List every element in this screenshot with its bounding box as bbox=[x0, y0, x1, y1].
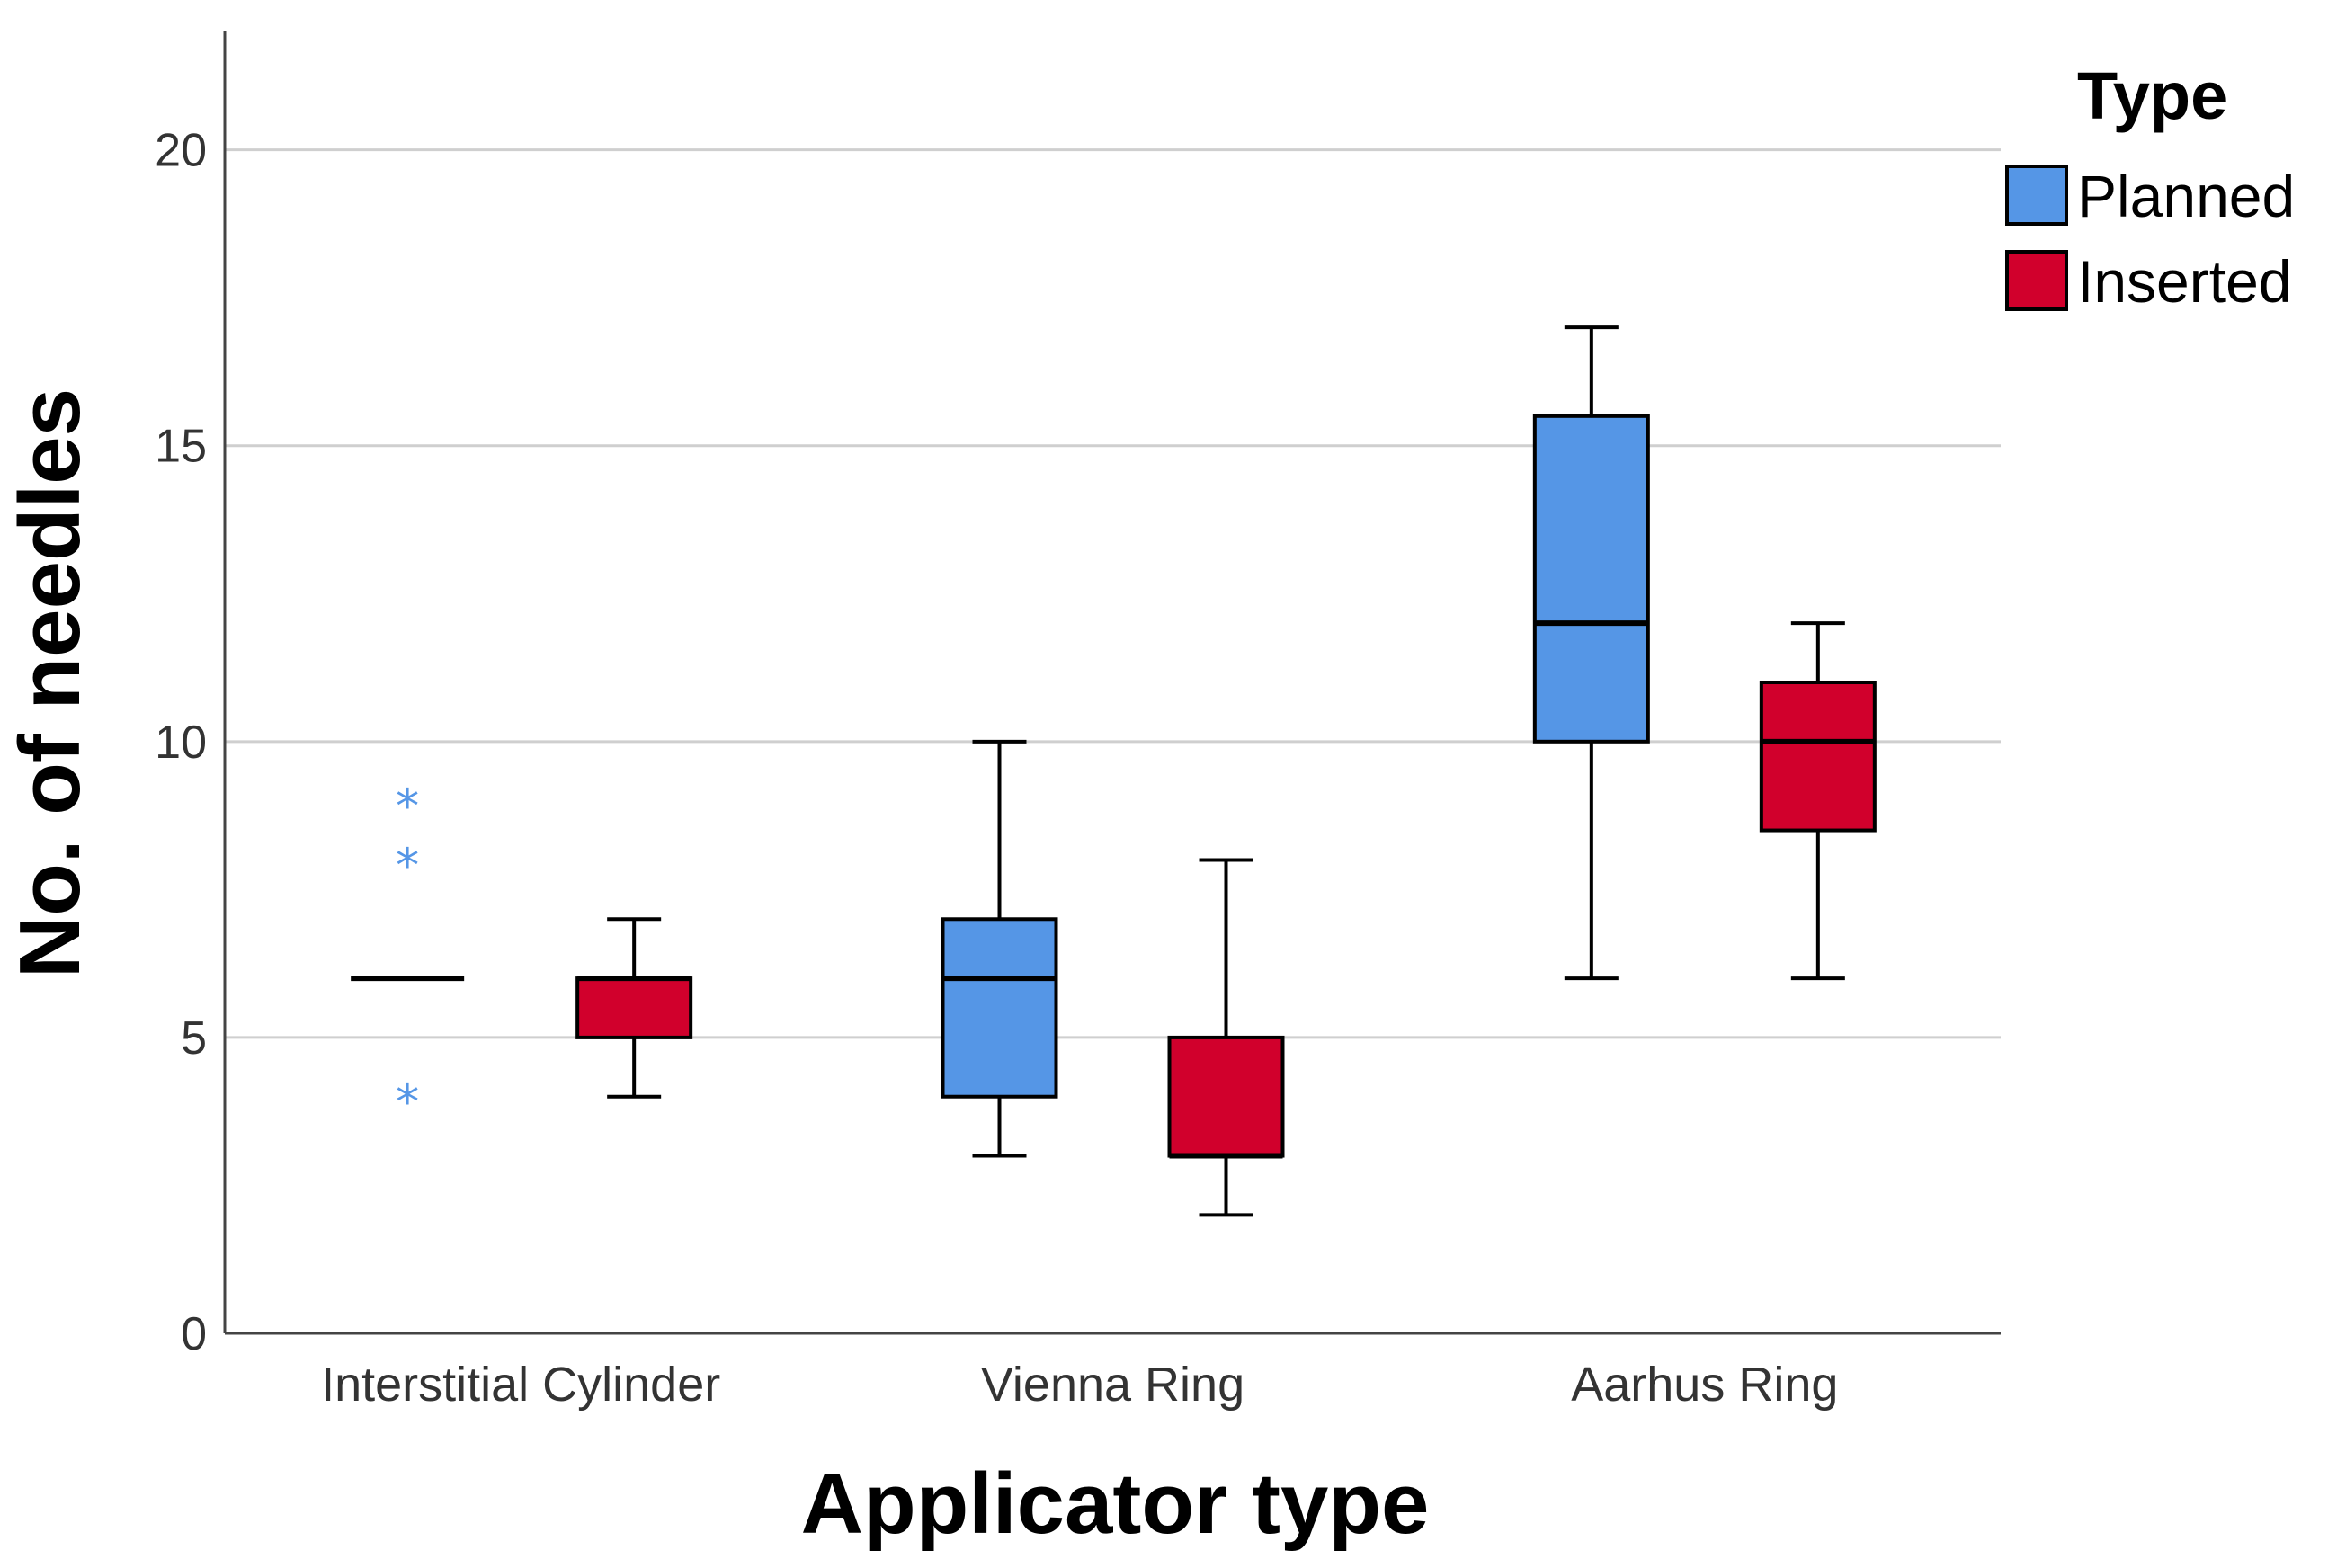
x-category-label: Interstitial Cylinder bbox=[321, 1358, 720, 1412]
iqr-box bbox=[1532, 414, 1650, 744]
box-planned: *** bbox=[351, 780, 465, 1130]
iqr-box bbox=[1759, 681, 1877, 833]
legend: Type Planned Inserted bbox=[2005, 58, 2295, 315]
x-axis-title: Applicator type bbox=[801, 1456, 1430, 1552]
box-series: *** bbox=[351, 325, 1877, 1217]
series-inserted bbox=[575, 621, 1877, 1217]
box-planned bbox=[941, 739, 1058, 1158]
legend-swatch bbox=[2005, 250, 2068, 311]
iqr-box bbox=[941, 917, 1058, 1099]
y-axis-title: No. of needles bbox=[2, 388, 98, 978]
outlier-marker: * bbox=[396, 839, 419, 893]
legend-label: Inserted bbox=[2077, 248, 2291, 315]
iqr-box bbox=[575, 976, 693, 1039]
outlier-marker: * bbox=[396, 780, 419, 834]
x-category-label: Aarhus Ring bbox=[1571, 1358, 1838, 1412]
legend-item-inserted: Inserted bbox=[2005, 248, 2291, 315]
x-category-label: Vienna Ring bbox=[981, 1358, 1244, 1412]
box-planned bbox=[1532, 325, 1650, 981]
box-inserted bbox=[575, 917, 693, 1099]
outlier-marker: * bbox=[396, 1076, 419, 1130]
box-inserted bbox=[1167, 858, 1285, 1217]
legend-title: Type bbox=[2077, 58, 2227, 133]
legend-item-planned: Planned bbox=[2005, 163, 2295, 229]
y-tick-label: 0 bbox=[181, 1308, 207, 1360]
gridlines bbox=[225, 148, 2001, 1039]
box-inserted bbox=[1759, 621, 1877, 981]
y-tick-label: 5 bbox=[181, 1012, 207, 1065]
y-tick-label: 15 bbox=[155, 421, 207, 473]
y-tick-label: 20 bbox=[155, 125, 207, 177]
legend-label: Planned bbox=[2077, 163, 2295, 229]
y-tick-label: 10 bbox=[155, 717, 207, 769]
iqr-box bbox=[1167, 1035, 1285, 1158]
legend-swatch bbox=[2005, 165, 2068, 226]
y-tick-labels: 0 5 10 15 20 bbox=[155, 125, 207, 1360]
x-category-labels: Interstitial Cylinder Vienna Ring Aarhus R… bbox=[321, 1358, 1838, 1412]
axes bbox=[223, 31, 2001, 1335]
series-planned: *** bbox=[351, 325, 1650, 1158]
